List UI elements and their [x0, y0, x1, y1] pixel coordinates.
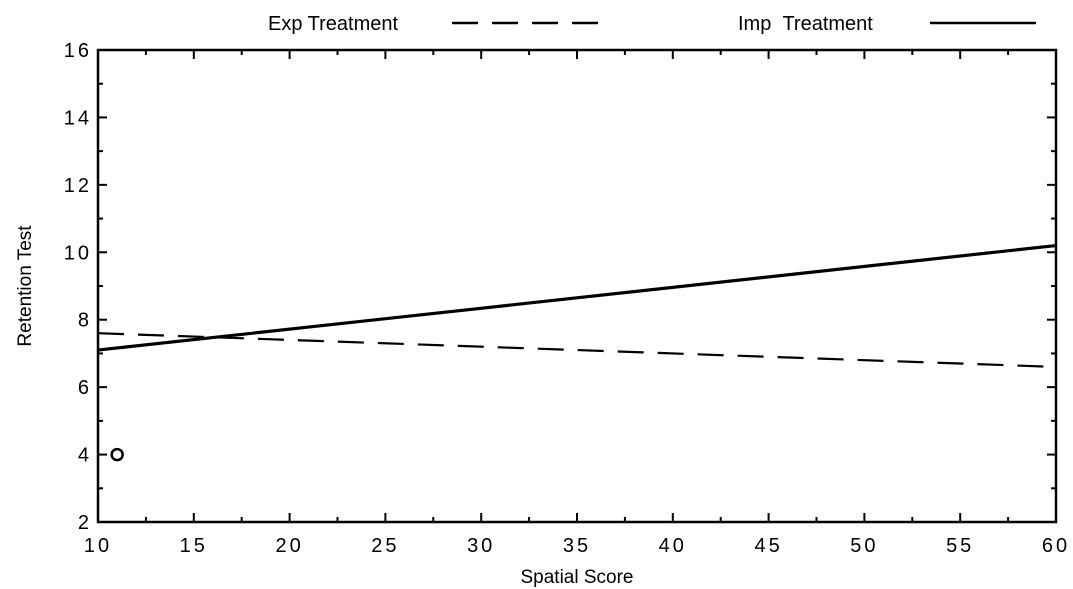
x-tick-label: 15: [180, 535, 208, 557]
x-tick-label: 20: [275, 535, 303, 557]
x-tick-label: 25: [371, 535, 399, 557]
y-tick-label: 16: [64, 40, 92, 62]
x-tick-label: 55: [946, 535, 974, 557]
series-line-exp-treatment: [97, 332, 1057, 369]
y-tick-label: 4: [78, 445, 92, 467]
x-tick-label: 30: [467, 535, 495, 557]
x-tick-label: 35: [563, 535, 591, 557]
legend: Exp Treatment Imp Treatment: [268, 13, 1036, 35]
x-axis-ticks: [97, 50, 1057, 522]
series-line-imp-treatment: [97, 243, 1057, 352]
y-tick-label: 14: [64, 107, 92, 129]
x-tick-label: 60: [1042, 535, 1070, 557]
y-axis-title: Retention Test: [15, 225, 36, 347]
plot-area-frame: [96, 48, 1058, 524]
y-axis-ticks: [98, 49, 1056, 523]
y-tick-label: 12: [64, 175, 92, 197]
y-axis-tick-labels: 2 4 6 8 10 12 14 16: [64, 40, 92, 534]
x-axis-tick-labels: 10 15 20 25 30 35 40 45 50 55 60: [84, 535, 1070, 557]
legend-label-imp-treatment: Imp Treatment: [738, 13, 873, 35]
y-tick-label: 10: [64, 242, 92, 264]
data-point-marker: [110, 447, 124, 462]
x-tick-label: 10: [84, 535, 112, 557]
legend-label-exp-treatment: Exp Treatment: [268, 13, 399, 35]
y-tick-label: 2: [78, 512, 92, 534]
data-points: [110, 447, 124, 462]
series-lines: [97, 243, 1057, 369]
y-tick-label: 6: [78, 377, 92, 399]
x-tick-label: 45: [754, 535, 782, 557]
x-axis-title: Spatial Score: [520, 567, 633, 588]
x-tick-label: 50: [850, 535, 878, 557]
x-tick-label: 40: [659, 535, 687, 557]
y-tick-label: 8: [78, 310, 92, 332]
